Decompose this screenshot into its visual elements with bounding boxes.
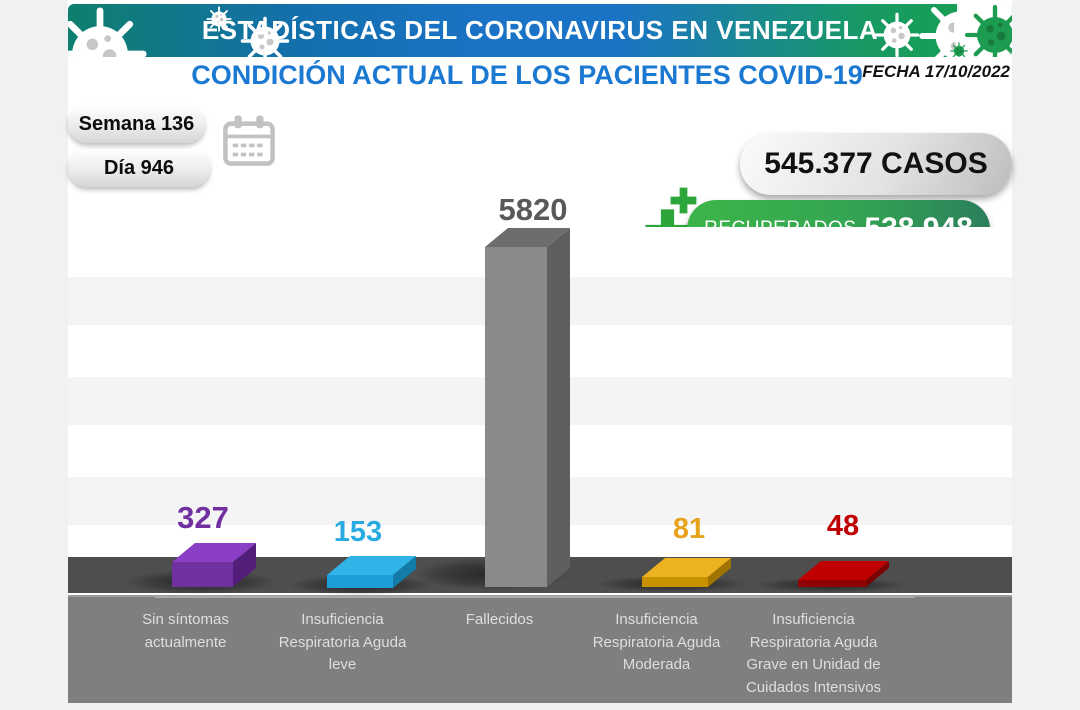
page-title: CONDICIÓN ACTUAL DE LOS PACIENTES COVID-… [191, 60, 863, 90]
value-label: 5820 [498, 192, 568, 227]
category-label: Insuficiencia Respiratoria Aguda leve [278, 611, 407, 673]
date-label: FECHA 17/10/2022 [862, 62, 1010, 81]
category-label: Insuficiencia Respiratoria Aguda Grave e… [745, 611, 882, 696]
calendar-icon [220, 110, 278, 170]
header-banner: ESTADÍSTICAS DEL CORONAVIRUS EN VENEZUEL… [68, 4, 1012, 57]
total-cases-badge: 545.377 CASOS [740, 133, 1012, 195]
value-label: 81 [672, 513, 706, 545]
category-label-band [68, 595, 1012, 703]
category-labels: Sin síntomas actualmente Insuficiencia R… [107, 609, 892, 699]
axis-baseline [155, 596, 915, 598]
day-badge: Día 946 [68, 149, 210, 187]
value-label: 153 [333, 516, 383, 548]
banner-title: ESTADÍSTICAS DEL CORONAVIRUS EN VENEZUEL… [201, 15, 879, 45]
category-label: Sin síntomas actualmente [142, 611, 229, 651]
week-badge: Semana 136 [68, 105, 205, 143]
category-label: Fallecidos [465, 611, 534, 628]
content-card: ESTADÍSTICAS DEL CORONAVIRUS EN VENEZUEL… [68, 0, 1012, 703]
value-label: 327 [177, 500, 229, 535]
category-label: Insuficiencia Respiratoria Aguda Moderad… [592, 611, 721, 673]
value-label: 48 [826, 510, 860, 542]
